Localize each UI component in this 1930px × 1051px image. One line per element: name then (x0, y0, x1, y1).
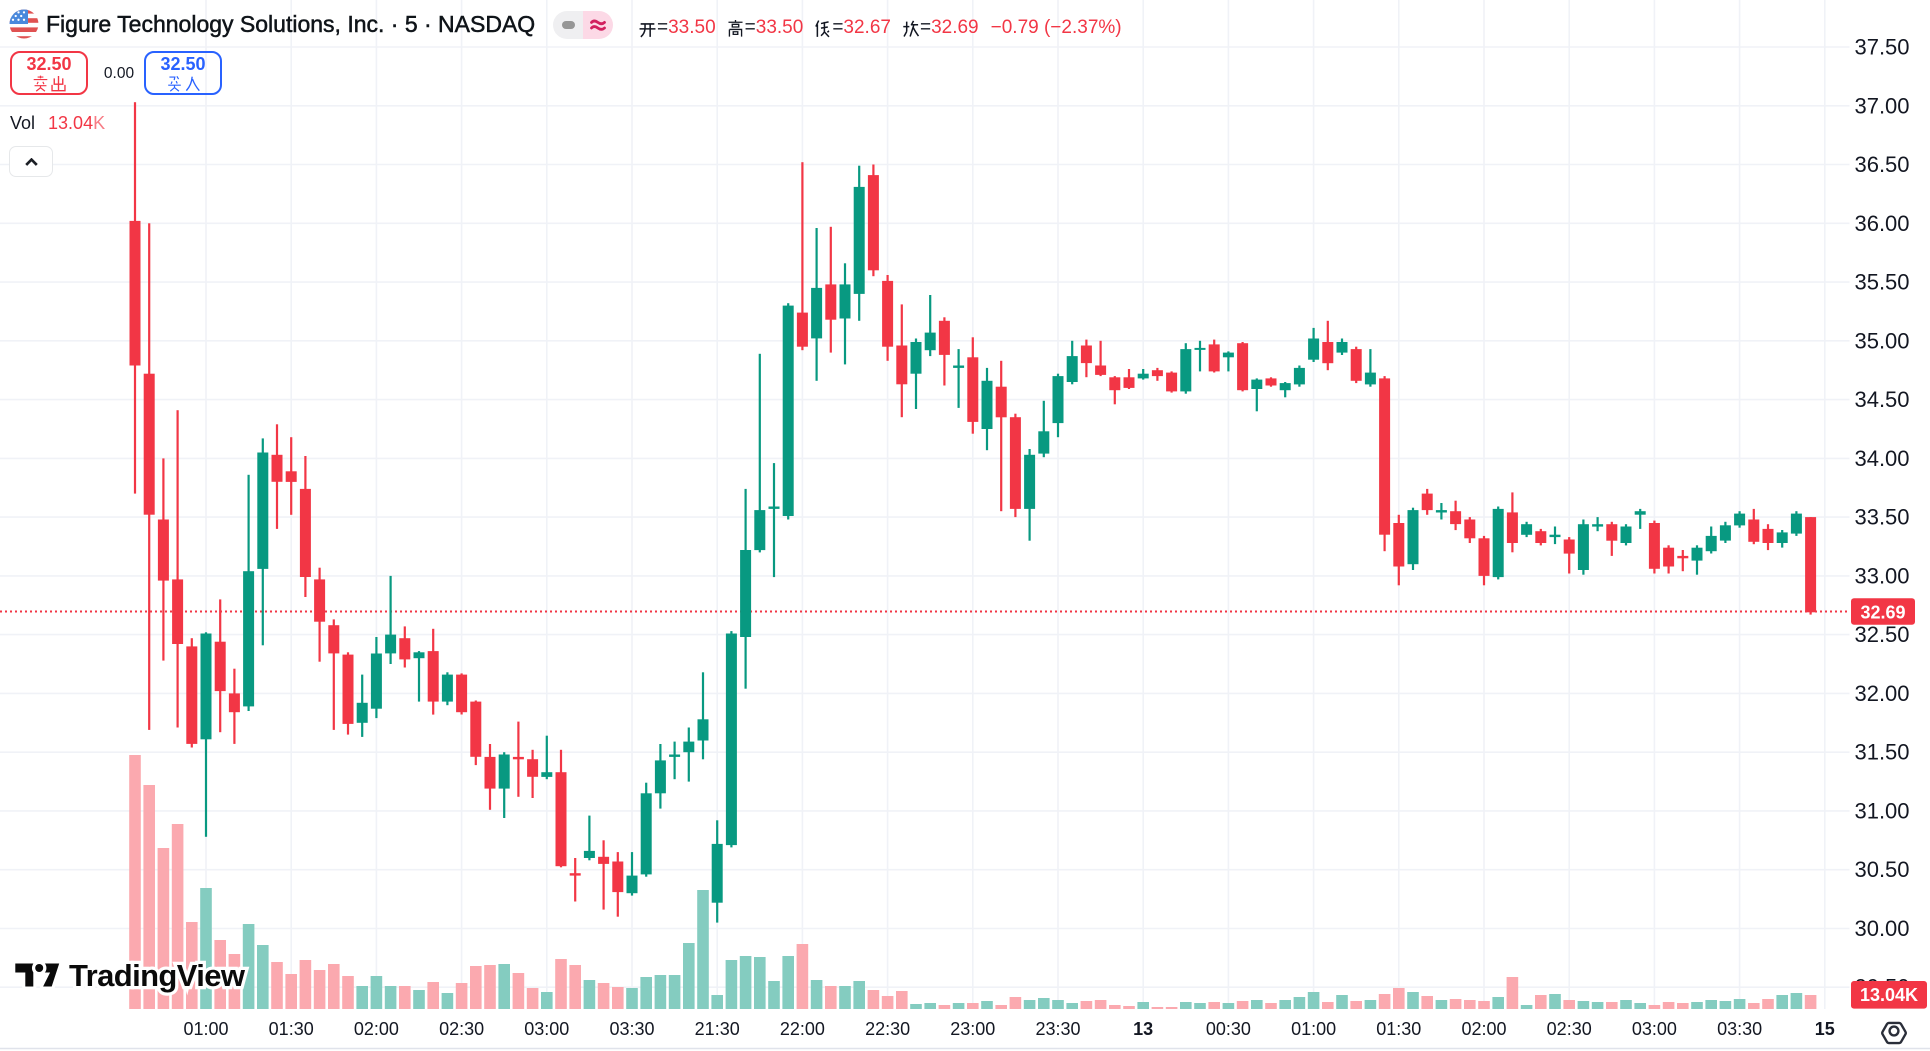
svg-text:31.00: 31.00 (1854, 798, 1909, 823)
svg-text:03:30: 03:30 (609, 1019, 654, 1039)
svg-text:36.00: 36.00 (1854, 211, 1909, 236)
svg-text:01:30: 01:30 (1376, 1019, 1421, 1039)
svg-text:32.00: 32.00 (1854, 681, 1909, 706)
svg-text:33.50: 33.50 (1854, 505, 1909, 530)
svg-text:34.00: 34.00 (1854, 446, 1909, 471)
svg-text:02:30: 02:30 (439, 1019, 484, 1039)
svg-text:02:00: 02:00 (1461, 1019, 1506, 1039)
svg-text:37.50: 37.50 (1854, 35, 1909, 60)
svg-text:03:00: 03:00 (524, 1019, 569, 1039)
svg-text:34.50: 34.50 (1854, 387, 1909, 412)
svg-text:00:30: 00:30 (1206, 1019, 1251, 1039)
svg-text:33.00: 33.00 (1854, 563, 1909, 588)
svg-text:22:00: 22:00 (780, 1019, 825, 1039)
svg-text:01:00: 01:00 (1291, 1019, 1336, 1039)
svg-text:TradingView: TradingView (69, 958, 246, 993)
svg-text:35.50: 35.50 (1854, 270, 1909, 295)
svg-text:35.00: 35.00 (1854, 328, 1909, 353)
svg-text:23:00: 23:00 (950, 1019, 995, 1039)
svg-text:03:30: 03:30 (1717, 1019, 1762, 1039)
svg-text:21:30: 21:30 (695, 1019, 740, 1039)
svg-text:15: 15 (1815, 1019, 1835, 1039)
svg-text:30.50: 30.50 (1854, 857, 1909, 882)
svg-text:13: 13 (1133, 1019, 1153, 1039)
svg-text:23:30: 23:30 (1035, 1019, 1080, 1039)
svg-text:22:30: 22:30 (865, 1019, 910, 1039)
svg-text:03:00: 03:00 (1632, 1019, 1677, 1039)
svg-text:32.69: 32.69 (1860, 603, 1905, 623)
svg-text:13.04K: 13.04K (1860, 985, 1918, 1005)
svg-text:31.50: 31.50 (1854, 740, 1909, 765)
svg-text:32.50: 32.50 (1854, 622, 1909, 647)
svg-text:01:00: 01:00 (183, 1019, 228, 1039)
svg-text:01:30: 01:30 (269, 1019, 314, 1039)
svg-text:36.50: 36.50 (1854, 152, 1909, 177)
svg-text:37.00: 37.00 (1854, 93, 1909, 118)
svg-text:02:00: 02:00 (354, 1019, 399, 1039)
svg-text:02:30: 02:30 (1547, 1019, 1592, 1039)
svg-text:30.00: 30.00 (1854, 916, 1909, 941)
